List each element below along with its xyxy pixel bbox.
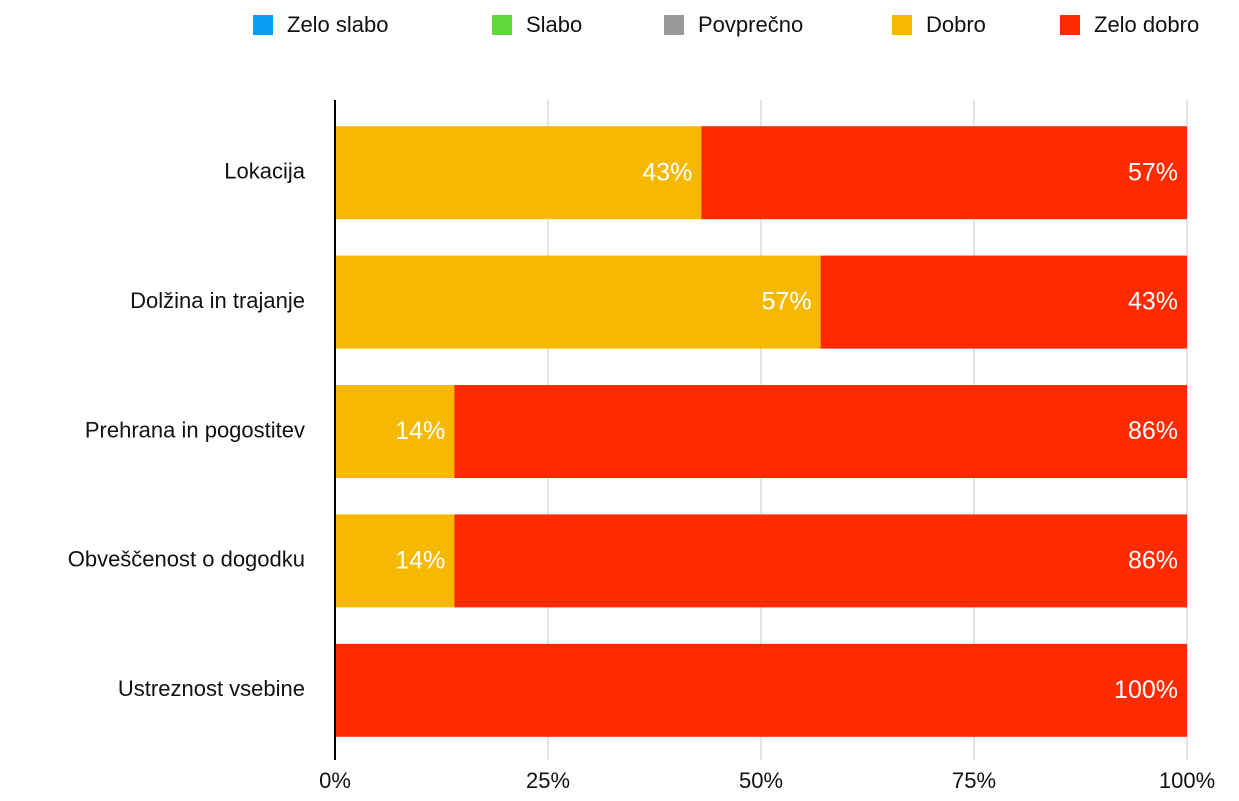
legend-label: Zelo dobro (1094, 12, 1199, 37)
legend-label: Povprečno (698, 12, 803, 37)
legend-label: Zelo slabo (287, 12, 389, 37)
value-label: 14% (395, 417, 445, 445)
bar-segment (335, 514, 455, 608)
value-label: 86% (1128, 547, 1178, 575)
legend-label: Slabo (526, 12, 582, 37)
legend-swatch (253, 15, 273, 35)
x-tick-label: 0% (319, 768, 351, 793)
value-label: 57% (1128, 158, 1178, 186)
legend-label: Dobro (926, 12, 986, 37)
value-label: 57% (762, 288, 812, 316)
bar-segment (701, 126, 1187, 220)
bar-segment (335, 126, 702, 220)
bar-segment (820, 255, 1187, 349)
legend-swatch (1060, 15, 1080, 35)
bar-segment (335, 643, 1187, 737)
value-label: 14% (395, 547, 445, 575)
y-tick-label: Obveščenost o dogodku (68, 547, 305, 572)
bar-segment (335, 255, 821, 349)
x-tick-label: 50% (739, 768, 783, 793)
y-tick-label: Prehrana in pogostitev (85, 417, 305, 442)
y-tick-label: Lokacija (224, 159, 305, 184)
x-tick-label: 25% (526, 768, 570, 793)
x-tick-label: 75% (952, 768, 996, 793)
y-tick-label: Ustreznost vsebine (118, 676, 305, 701)
value-label: 43% (1128, 288, 1178, 316)
bar-segment (335, 385, 455, 478)
bar-segment (454, 514, 1187, 608)
y-tick-label: Dolžina in trajanje (130, 288, 305, 313)
legend-swatch (892, 15, 912, 35)
legend-swatch (664, 15, 684, 35)
value-label: 100% (1114, 676, 1178, 704)
legend-swatch (492, 15, 512, 35)
value-label: 86% (1128, 417, 1178, 445)
value-label: 43% (642, 158, 692, 186)
bar-segment (454, 385, 1187, 478)
x-tick-label: 100% (1159, 768, 1215, 793)
